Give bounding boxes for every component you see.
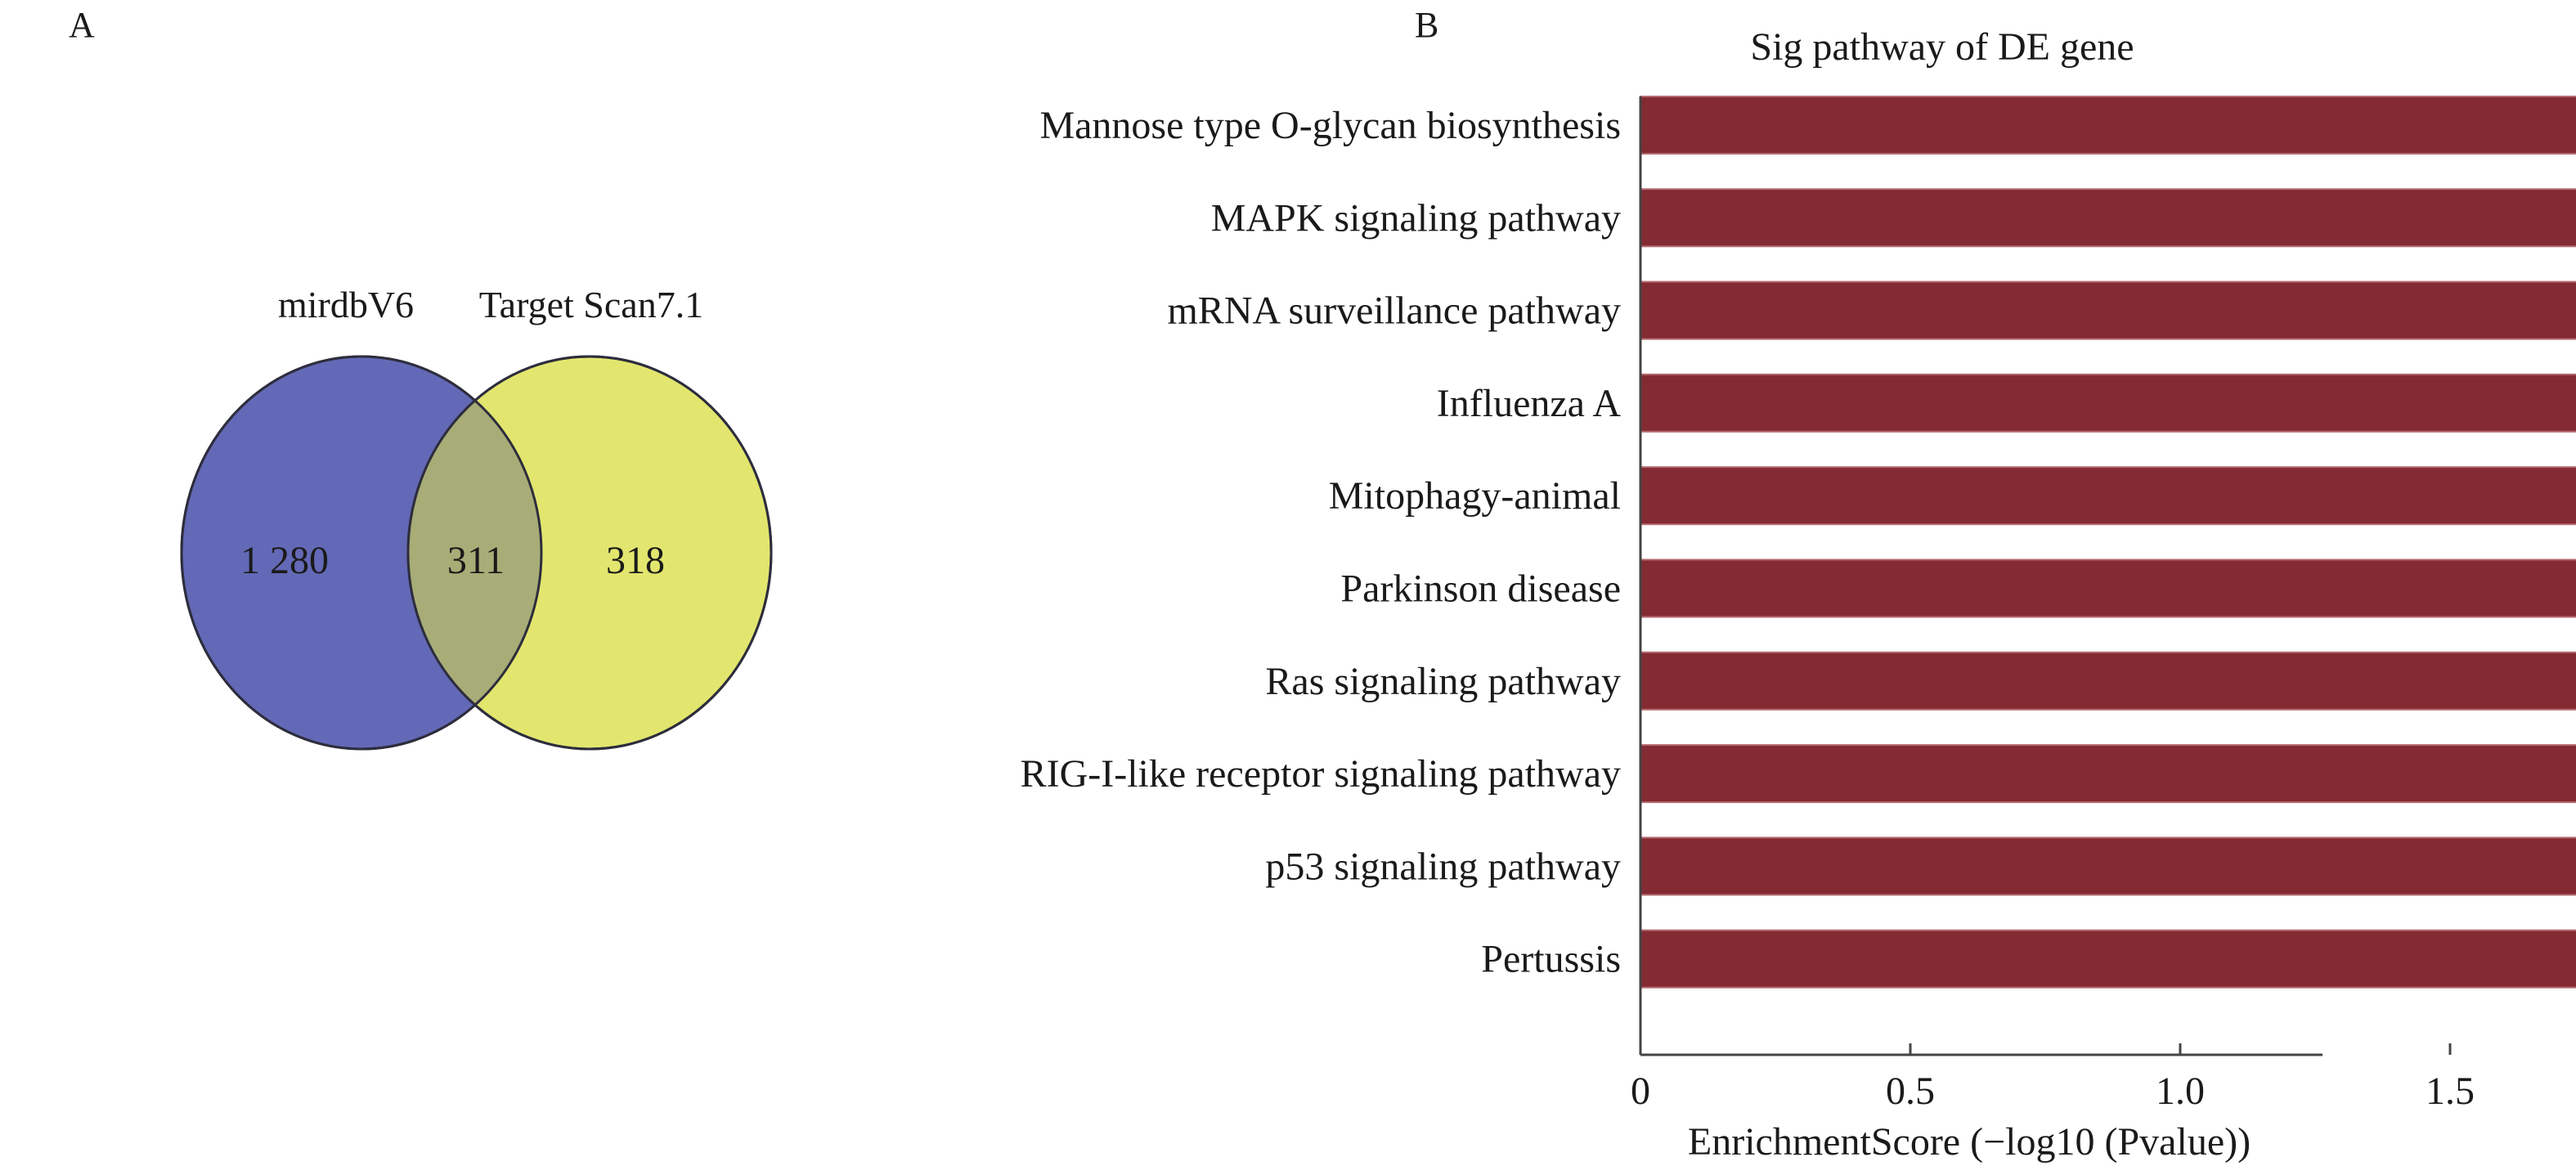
category-label-2: MAPK signaling pathway [1211,196,1621,240]
venn-overlap-region [408,357,541,749]
category-label-9: p53 signaling pathway [1265,845,1621,888]
venn-left-set-label: mirdbV6 [278,284,414,325]
venn-right-set-label: Target Scan7.1 [479,284,703,325]
venn-right-outline [406,355,773,751]
category-label-8: RIG-I-like receptor signaling pathway [1021,752,1621,796]
venn-diagram: mirdbV6 Target Scan7.1 1 280 311 318 [180,284,773,751]
x-axis-label: EnrichmentScore (−log10 (Pvalue)) [1688,1120,2251,1164]
category-label-3: mRNA surveillance pathway [1167,289,1621,333]
bar-5 [1640,466,2576,526]
bar-9 [1640,836,2576,896]
category-label-1: Mannose type O-glycan biosynthesis [1039,104,1621,147]
bar-10 [1640,929,2576,989]
x-tick-label-4: 1.5 [2426,1070,2475,1113]
venn-intersection-count: 311 [447,539,505,582]
category-label-10: Pertussis [1481,938,1621,981]
bar-2 [1640,188,2576,248]
bar-7 [1640,651,2576,711]
bar-8 [1640,744,2576,804]
chart-title: Sig pathway of DE gene [1750,25,2134,69]
bar-6 [1640,558,2576,618]
venn-right-only-count: 318 [606,539,665,582]
x-tick-label-1: 0 [1631,1070,1650,1113]
bar-3 [1640,280,2576,340]
panel-b-label: B [1415,5,1438,45]
category-labels: Mannose type O-glycan biosynthesis MAPK s… [1021,104,1622,981]
category-label-5: Mitophagy-animal [1329,474,1621,518]
bars-layer [1640,96,2576,989]
bar-4 [1640,373,2576,433]
category-label-4: Influenza A [1437,382,1622,425]
panel-a-label: A [69,5,95,45]
x-tick-label-3: 1.0 [2156,1070,2205,1113]
bar-1 [1640,96,2576,155]
x-ticks: 00.51.01.52.0 [1631,1043,2475,1113]
bar-chart: Sig pathway of DE gene Mannose type O-gl… [1021,25,2576,1164]
venn-left-only-count: 1 280 [240,539,329,582]
x-tick-label-2: 0.5 [1886,1070,1935,1113]
venn-left-outline [180,355,543,751]
category-label-7: Ras signaling pathway [1265,660,1621,703]
category-label-6: Parkinson disease [1340,567,1621,611]
